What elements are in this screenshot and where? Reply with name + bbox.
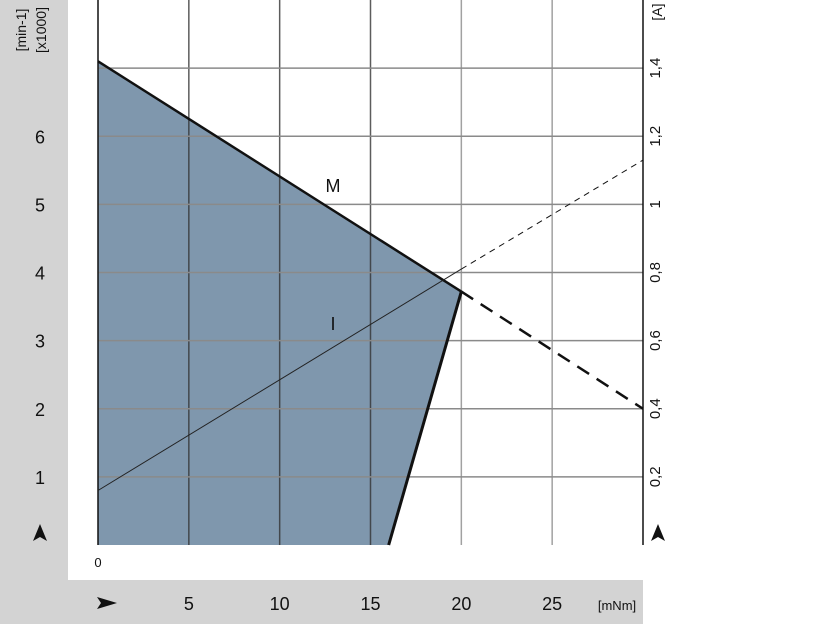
y-left-tick-label: 2 bbox=[35, 400, 45, 420]
x-tick-label: 25 bbox=[542, 594, 562, 614]
y-left-label: [min-1] bbox=[13, 9, 29, 52]
y-right-tick-label: 1,4 bbox=[647, 58, 664, 79]
x-tick-label: 15 bbox=[360, 594, 380, 614]
y-right-tick-label: 1,2 bbox=[647, 126, 664, 147]
y-right-tick-label: 0,8 bbox=[647, 262, 664, 283]
y-left-tick-label: 3 bbox=[35, 332, 45, 352]
bottom-band bbox=[68, 580, 643, 624]
x-axis-label: [mNm] bbox=[598, 598, 636, 613]
series-label-I: I bbox=[330, 314, 335, 334]
series-label-M: M bbox=[326, 176, 341, 196]
x-tick-label: 20 bbox=[451, 594, 471, 614]
y-right-tick-label: 0,2 bbox=[647, 466, 664, 487]
x-tick-label: 10 bbox=[270, 594, 290, 614]
series-M-solid bbox=[97, 60, 463, 293]
y-right-tick-label: 1 bbox=[647, 200, 664, 208]
y-left-tick-label: 4 bbox=[35, 264, 45, 284]
operating-area-limit bbox=[387, 291, 463, 546]
arrow-up-right-icon bbox=[651, 524, 665, 541]
series-M-dashed bbox=[460, 290, 644, 410]
y-left-tick-label: 6 bbox=[35, 127, 45, 147]
y-left-tick-label: 5 bbox=[35, 195, 45, 215]
y-right-tick-label: 0,6 bbox=[647, 330, 664, 351]
x-tick-label: 5 bbox=[184, 594, 194, 614]
y-right-label: [A] bbox=[649, 3, 665, 20]
x-tick-label: 0 bbox=[94, 555, 101, 570]
y-right-tick-label: 0,4 bbox=[647, 398, 664, 419]
left-band bbox=[0, 0, 68, 624]
series-I-solid bbox=[97, 268, 462, 491]
arrow-up-left-icon bbox=[33, 524, 47, 541]
arrow-right-icon bbox=[97, 597, 117, 609]
series-I-dashed bbox=[461, 159, 644, 270]
y-left-tick-label: 1 bbox=[35, 468, 45, 488]
y-left-label: [x1000] bbox=[33, 7, 49, 53]
